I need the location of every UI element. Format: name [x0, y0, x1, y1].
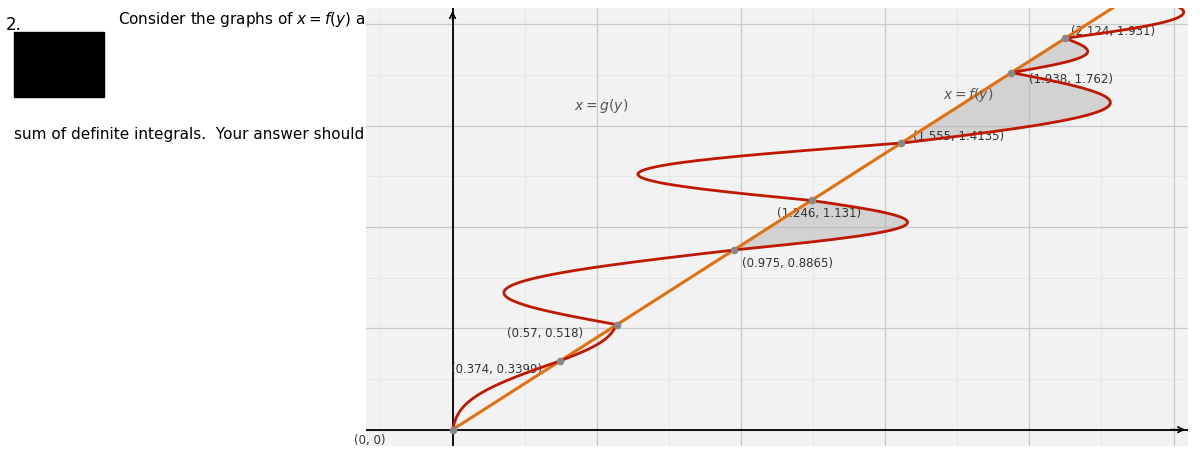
- Text: (0.975, 0.8865): (0.975, 0.8865): [743, 256, 833, 269]
- Text: (1.938, 1.762): (1.938, 1.762): [1028, 73, 1112, 86]
- Text: $x = g(y)$: $x = g(y)$: [574, 97, 628, 115]
- Text: (1.555, 1.4135): (1.555, 1.4135): [912, 129, 1003, 142]
- Text: (0, 0): (0, 0): [354, 433, 386, 446]
- Text: 2.: 2.: [6, 16, 22, 34]
- Text: (2.124, 1.931): (2.124, 1.931): [1070, 25, 1156, 38]
- Bar: [14, 33, 104, 98]
- Text: Consider the graphs of $x = f(y)$ and $x = g(y)$ below.  Express the area of the: Consider the graphs of $x = f(y)$ and $x…: [118, 10, 841, 29]
- Text: (1.246, 1.131): (1.246, 1.131): [778, 207, 862, 220]
- Text: (0.57, 0.518): (0.57, 0.518): [508, 327, 583, 339]
- Text: sum of definite integrals.  Your answer should not contain any absolute value ba: sum of definite integrals. Your answer s…: [14, 127, 649, 142]
- Text: (0.374, 0.3399): (0.374, 0.3399): [451, 363, 542, 375]
- Text: $x = f(y)$: $x = f(y)$: [943, 86, 994, 104]
